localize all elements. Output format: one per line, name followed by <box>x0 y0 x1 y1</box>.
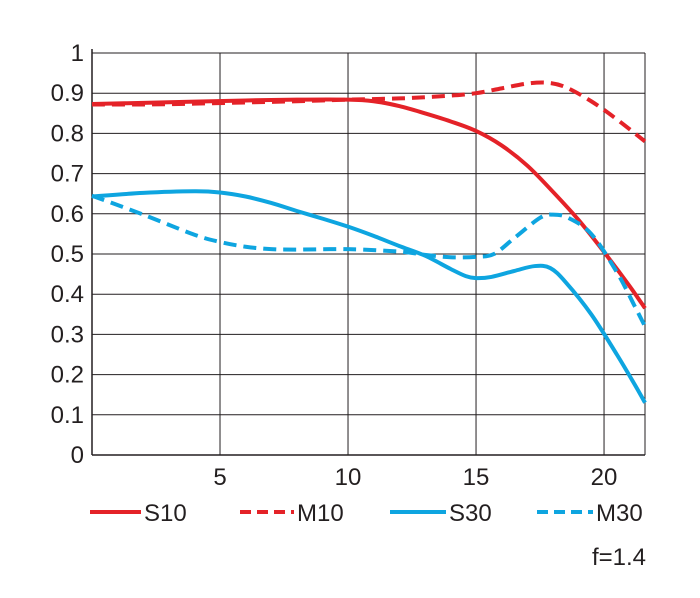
legend-entry-s10: S10 <box>90 500 187 527</box>
y-tick-label: 0.4 <box>51 281 84 308</box>
legend-label: S10 <box>144 500 187 527</box>
series-line-m10 <box>91 80 647 144</box>
legend-entry-s30: S30 <box>390 500 492 527</box>
series-line-m30 <box>91 193 647 328</box>
x-tick-label: 5 <box>213 464 226 491</box>
series-lines <box>91 80 647 404</box>
y-tick-label: 0 <box>71 442 84 469</box>
y-tick-label: 0.8 <box>51 120 84 147</box>
y-tick-label: 0.6 <box>51 201 84 228</box>
x-tick-label: 10 <box>335 464 362 491</box>
legend-label: M10 <box>297 500 344 527</box>
y-tick-label: 0.7 <box>51 161 84 188</box>
legend: S10 M10 S30 M30 <box>90 500 643 527</box>
y-tick-label: 0.9 <box>51 80 84 107</box>
legend-label: M30 <box>596 500 643 527</box>
y-tick-label: 0.3 <box>51 321 84 348</box>
x-tick-label: 20 <box>591 464 618 491</box>
y-tick-label: 0.1 <box>51 402 84 429</box>
y-tick-label: 1 <box>71 40 84 67</box>
y-tick-label: 0.2 <box>51 362 84 389</box>
aperture-annotation: f=1.4 <box>592 544 646 571</box>
grid <box>92 52 646 455</box>
x-tick-label: 15 <box>463 464 490 491</box>
legend-label: S30 <box>449 500 492 527</box>
axes: 00.10.20.30.40.50.60.70.80.915 10 15 20 <box>51 40 645 491</box>
series-line-s30 <box>91 189 647 404</box>
y-tick-label: 0.5 <box>51 241 84 268</box>
legend-entry-m10: M10 <box>240 500 344 527</box>
legend-entry-m30: M30 <box>537 500 643 527</box>
